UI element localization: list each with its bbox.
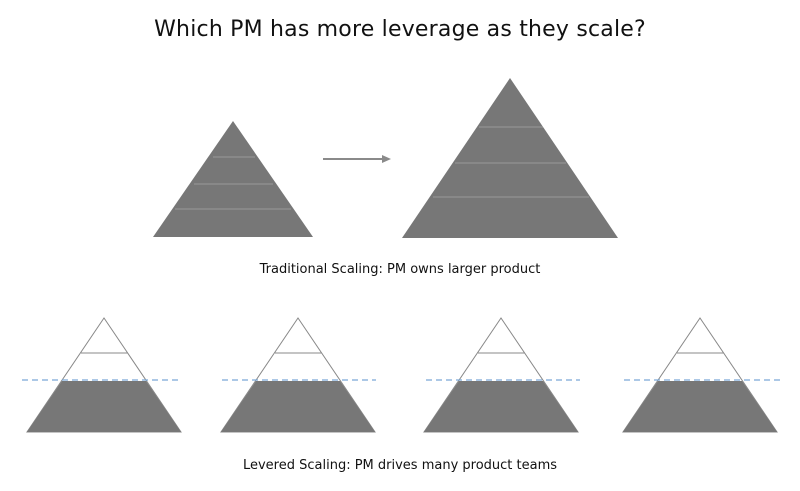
diagram-title: Which PM has more leverage as they scale… (154, 17, 646, 42)
growth-arrow (323, 155, 391, 163)
team-pyramid-4 (622, 317, 778, 433)
large-pyramid (402, 78, 618, 238)
team-pyramid-2 (220, 317, 376, 433)
team-pyramid-3 (423, 317, 579, 433)
team-pyramid-1 (26, 317, 182, 433)
levered-scaling-caption: Levered Scaling: PM drives many product … (242, 458, 558, 473)
traditional-scaling-caption: Traditional Scaling: PM owns larger prod… (259, 262, 541, 277)
small-pyramid (153, 121, 313, 237)
